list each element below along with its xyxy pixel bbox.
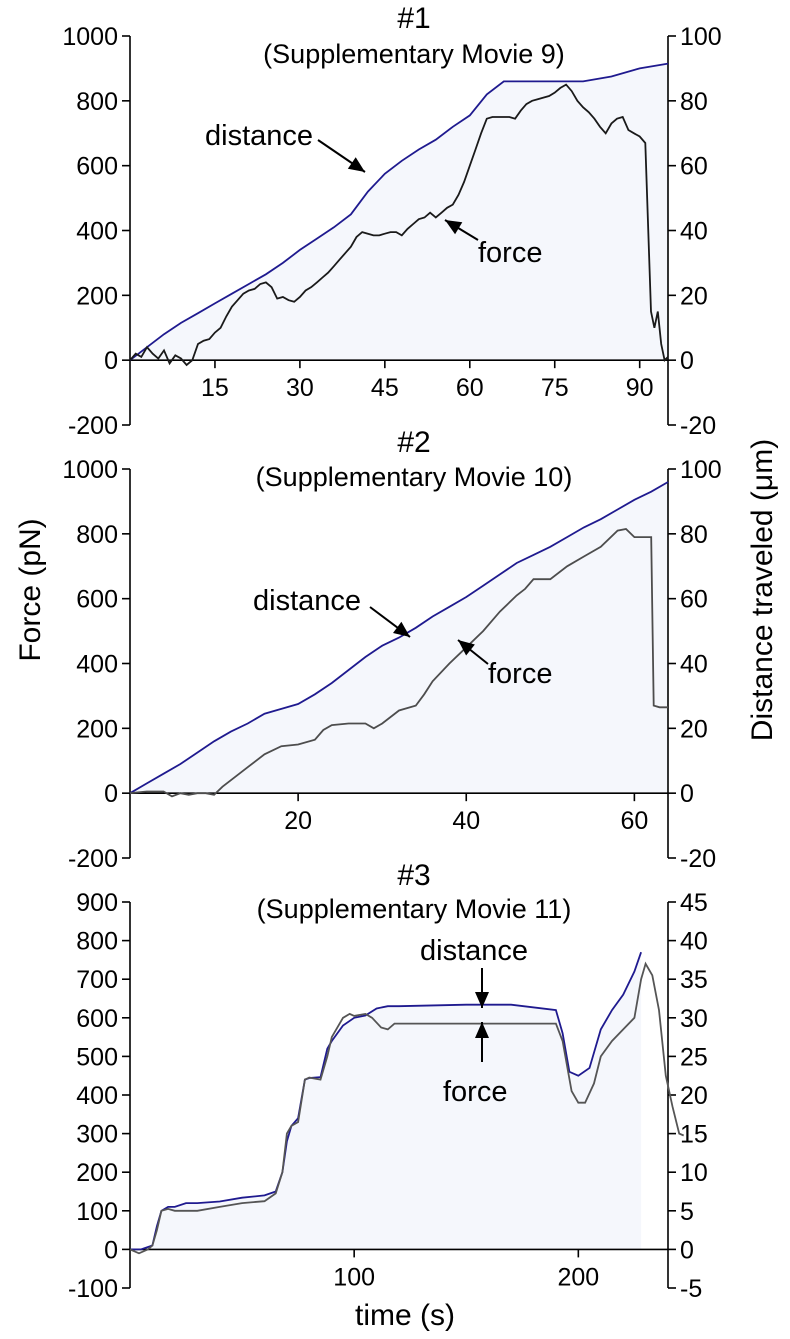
area-fill: [130, 63, 668, 361]
annotation-label-force: force: [443, 1076, 507, 1108]
y-tick-label-right: 15: [680, 1121, 708, 1149]
y-tick-label-right: -5: [680, 1275, 702, 1303]
y-axis-title-left: Force (pN): [14, 518, 47, 661]
series-line-distance: [130, 951, 642, 1251]
chart-title: #1: [397, 2, 430, 35]
y-tick-label-left: 0: [104, 1236, 118, 1264]
x-tick-label: 40: [452, 807, 480, 835]
y-tick-label-right: 80: [680, 521, 708, 549]
series-line-force: [129, 83, 669, 367]
y-tick-label-left: 1000: [62, 23, 118, 51]
annotation-arrowhead-distance: [393, 621, 410, 637]
series-line-distance: [129, 62, 669, 361]
annotation-label-force: force: [488, 658, 552, 690]
chart-panel-3: -100 0 100 200 300 400 500 600 700 800 900 -5 0 5 10 15…: [68, 859, 708, 1303]
annotation-arrowhead-distance: [347, 157, 365, 172]
y-tick-label-right: 20: [680, 282, 708, 310]
x-tick-label: 20: [284, 807, 312, 835]
x-tick-label: 15: [201, 374, 229, 402]
x-tick-label: 90: [626, 374, 654, 402]
y-tick-label-right: 100: [680, 23, 722, 51]
x-tick-label: 60: [456, 374, 484, 402]
annotation-arrowhead-force: [475, 1022, 489, 1038]
y-tick-label-left: -100: [68, 1275, 118, 1303]
y-tick-label-left: 100: [76, 1198, 118, 1226]
annotation-arrowhead-force: [445, 220, 463, 235]
y-tick-label-left: 400: [76, 218, 118, 246]
y-tick-label-right: 0: [680, 347, 694, 375]
y-axis-title-right: Distance traveled (μm): [746, 439, 779, 741]
y-tick-label-left: 0: [104, 780, 118, 808]
series-line-force: [129, 528, 668, 798]
annotation-label-distance: distance: [420, 935, 528, 967]
x-axis-title: time (s): [355, 1299, 455, 1332]
annotation-label-force: force: [478, 237, 542, 269]
annotation-label-distance: distance: [205, 120, 313, 152]
y-tick-label-right: -20: [680, 845, 716, 873]
y-tick-label-left: -200: [68, 412, 118, 440]
y-tick-label-left: 800: [76, 88, 118, 116]
y-tick-label-right: 5: [680, 1198, 694, 1226]
chart-title: #2: [397, 426, 430, 459]
y-tick-label-right: 20: [680, 1082, 708, 1110]
y-tick-label-left: 800: [76, 521, 118, 549]
y-tick-label-right: 10: [680, 1159, 708, 1187]
chart-subtitle: (Supplementary Movie 11): [257, 894, 572, 924]
x-tick-label: 45: [371, 374, 399, 402]
x-tick-label: 60: [620, 807, 648, 835]
y-tick-label-left: 600: [76, 586, 118, 614]
y-tick-label-right: 20: [680, 715, 708, 743]
y-tick-label-left: 300: [76, 1121, 118, 1149]
y-tick-label-right: 35: [680, 966, 708, 994]
y-tick-label-right: 100: [680, 456, 722, 484]
y-tick-label-right: 0: [680, 780, 694, 808]
x-tick-label: 30: [286, 374, 314, 402]
y-tick-label-left: 600: [76, 1005, 118, 1033]
annotation-label-distance: distance: [253, 585, 361, 617]
x-tick-label: 200: [557, 1263, 599, 1291]
y-tick-label-left: 1000: [62, 456, 118, 484]
series-line-force: [129, 961, 685, 1255]
chart-subtitle: (Supplementary Movie 10): [256, 462, 573, 492]
area-fill: [130, 952, 642, 1250]
y-tick-label-left: 600: [76, 153, 118, 181]
annotation-arrowhead-force: [458, 640, 475, 656]
x-tick-label: 100: [333, 1263, 375, 1291]
y-tick-label-right: 60: [680, 586, 708, 614]
y-tick-label-right: 25: [680, 1043, 708, 1071]
y-tick-label-right: 60: [680, 153, 708, 181]
y-tick-label-left: 0: [104, 347, 118, 375]
y-tick-label-right: 45: [680, 889, 708, 917]
y-tick-label-left: 200: [76, 715, 118, 743]
y-tick-label-left: 700: [76, 966, 118, 994]
y-tick-label-left: 400: [76, 1082, 118, 1110]
y-tick-label-left: 900: [76, 889, 118, 917]
y-tick-label-right: 0: [680, 1236, 694, 1264]
chart-title: #3: [397, 859, 430, 892]
y-tick-label-left: 200: [76, 282, 118, 310]
y-tick-label-left: 800: [76, 928, 118, 956]
y-tick-label-right: 40: [680, 928, 708, 956]
annotation-arrowhead-distance: [475, 992, 489, 1008]
y-tick-label-right: 40: [680, 218, 708, 246]
y-tick-label-left: -200: [68, 845, 118, 873]
y-tick-label-left: 500: [76, 1043, 118, 1071]
y-tick-label-right: 80: [680, 88, 708, 116]
y-tick-label-right: -20: [680, 412, 716, 440]
y-tick-label-left: 400: [76, 651, 118, 679]
y-tick-label-right: 30: [680, 1005, 708, 1033]
y-tick-label-left: 200: [76, 1159, 118, 1187]
y-tick-label-right: 40: [680, 651, 708, 679]
chart-subtitle: (Supplementary Movie 9): [263, 39, 565, 69]
x-tick-label: 75: [541, 374, 569, 402]
series-line-distance: [129, 481, 669, 794]
